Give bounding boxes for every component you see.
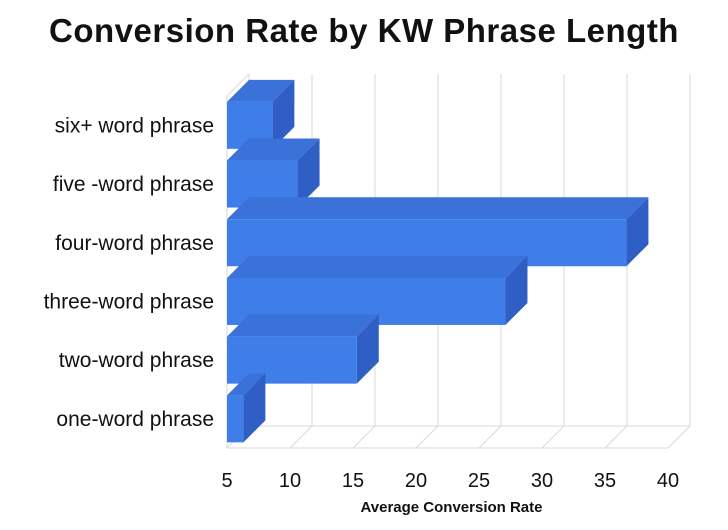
bar-1 bbox=[227, 138, 320, 208]
bar-top-face bbox=[227, 197, 649, 220]
category-label: three-word phrase bbox=[44, 290, 214, 313]
bar-front-face bbox=[227, 395, 244, 443]
bar-end-face bbox=[356, 314, 379, 384]
category-label: one-word phrase bbox=[56, 408, 214, 431]
bars bbox=[227, 79, 649, 443]
gridline-depth bbox=[541, 425, 565, 449]
bar-end-face bbox=[626, 197, 649, 267]
category-labels: six+ word phrase five -word phrase four-wo… bbox=[44, 114, 214, 431]
gridline-depth bbox=[289, 425, 313, 449]
x-tick-label: 25 bbox=[468, 470, 490, 492]
bar-end-face bbox=[272, 79, 295, 149]
x-tick-label: 10 bbox=[279, 470, 301, 492]
x-tick-labels: 5 10 15 20 25 30 35 40 bbox=[221, 470, 679, 492]
category-label: four-word phrase bbox=[55, 232, 214, 255]
category-label: five -word phrase bbox=[53, 173, 214, 196]
left-wall-top bbox=[226, 73, 250, 97]
bar-end-face bbox=[297, 138, 320, 208]
bar-top-face bbox=[227, 79, 295, 102]
gridline-depth bbox=[415, 425, 439, 449]
bar-top-face bbox=[227, 138, 320, 161]
chart-title: Conversion Rate by KW Phrase Length bbox=[49, 12, 679, 49]
gridline-depth bbox=[604, 425, 628, 449]
x-tick-label: 20 bbox=[405, 470, 427, 492]
category-label: two-word phrase bbox=[59, 349, 214, 372]
x-tick-label: 30 bbox=[531, 470, 553, 492]
category-label: six+ word phrase bbox=[55, 114, 214, 137]
bar-top-face bbox=[227, 373, 266, 396]
bar-end-face bbox=[243, 373, 266, 443]
bar-0 bbox=[227, 79, 295, 149]
x-axis-title: Average Conversion Rate bbox=[360, 499, 542, 516]
gridline-depth bbox=[667, 425, 691, 449]
bar-5 bbox=[227, 373, 266, 443]
x-tick-label: 35 bbox=[594, 470, 616, 492]
bar-4 bbox=[227, 314, 379, 384]
gridline-depth bbox=[478, 425, 502, 449]
bar-top-face bbox=[227, 314, 379, 337]
gridline-depth bbox=[352, 425, 376, 449]
x-tick-label: 5 bbox=[221, 470, 232, 492]
bar-end-face bbox=[505, 255, 528, 325]
x-tick-label: 15 bbox=[342, 470, 364, 492]
bar-3 bbox=[227, 255, 528, 325]
x-tick-label: 40 bbox=[657, 470, 679, 492]
bar-top-face bbox=[227, 255, 528, 278]
bar-2 bbox=[227, 197, 649, 267]
